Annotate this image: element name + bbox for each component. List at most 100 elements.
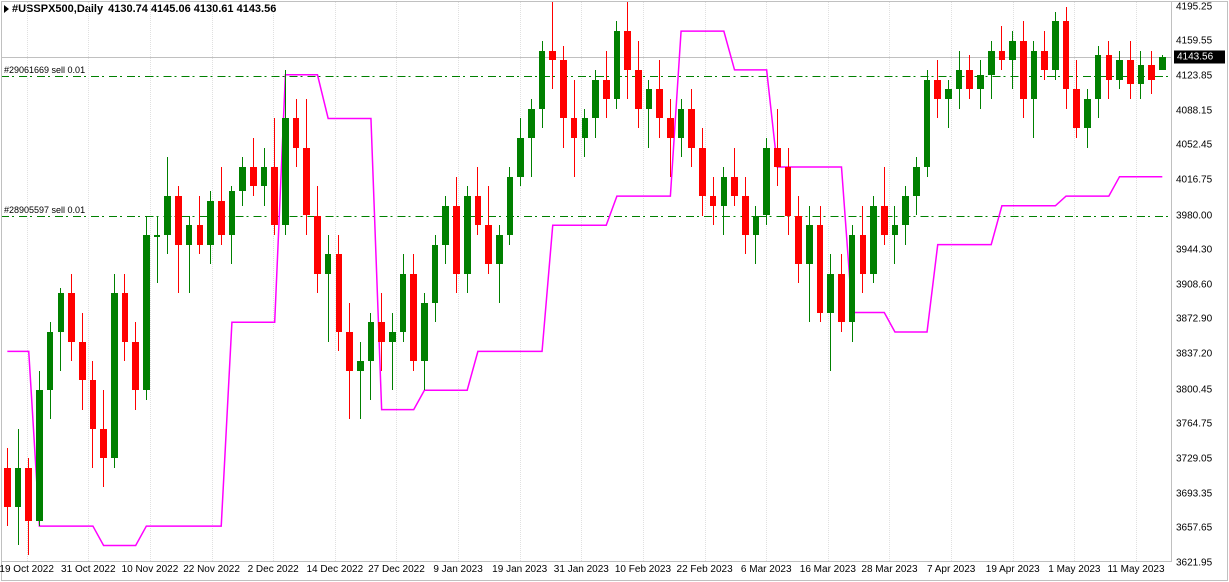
candle-body [1020,41,1027,99]
x-tick-label: 10 Feb 2023 [615,564,671,575]
candle-body [1009,41,1016,60]
candle-body [721,177,728,206]
grid-vline [766,2,767,561]
candle-body [774,148,781,167]
y-tick-label: 4088.15 [1176,105,1212,116]
candle-body [186,225,193,244]
candle-body [582,118,589,137]
candle-body [710,196,717,206]
candle-body [988,51,995,75]
order-label: #28905597 sell 0.01 [4,205,85,215]
candle-body [378,322,385,341]
y-tick-label: 3908.60 [1176,279,1212,290]
current-price-badge: 4143.56 [1174,50,1225,63]
candle-body [817,225,824,312]
plot-area[interactable]: #29061669 sell 0.01 #28905597 sell 0.01 [2,2,1172,562]
grid-vline [889,2,890,561]
grid-vline [520,2,521,561]
grid-vline [1074,2,1075,561]
x-tick-label: 7 Apr 2023 [927,564,975,575]
candle-body [464,196,471,274]
y-tick-label: 4123.85 [1176,70,1212,81]
candle-body [271,167,278,225]
x-tick-label: 1 May 2023 [1048,564,1100,575]
candle-body [528,109,535,138]
candle-body [785,167,792,216]
x-tick-label: 27 Dec 2022 [368,564,425,575]
grid-vline [643,2,644,561]
candle-body [154,235,161,237]
candle-body [25,468,32,521]
x-tick-label: 31 Jan 2023 [554,564,609,575]
candle-body [1148,65,1155,80]
candle-body [421,303,428,361]
candle-body [592,80,599,119]
candle-wick [894,206,895,264]
x-tick-label: 16 Mar 2023 [800,564,856,575]
candle-body [624,31,631,70]
grid-vline [396,2,397,561]
candle-body [453,206,460,274]
candle-body [218,201,225,235]
candle-body [100,429,107,458]
candle-body [956,70,963,89]
candle-body [1063,21,1070,89]
y-axis: 4195.254159.554123.854088.154052.454016.… [1172,2,1227,562]
y-tick-label: 3693.35 [1176,488,1212,499]
candle-body [838,274,845,323]
candle-body [999,51,1006,61]
candle-body [4,468,11,507]
candle-body [389,332,396,342]
candle-body [753,216,760,235]
candle-body [913,167,920,196]
candle-body [934,80,941,99]
candle-body [1095,55,1102,99]
x-tick-label: 2 Dec 2022 [248,564,299,575]
grid-vline [212,2,213,561]
candle-body [560,60,567,118]
candle-body [442,206,449,245]
candle-wick [1001,26,1002,70]
candle-body [977,75,984,90]
y-tick-label: 4159.55 [1176,36,1212,47]
candle-body [239,167,246,191]
x-tick-label: 11 May 2023 [1107,564,1164,575]
current-price-line [2,57,1171,58]
x-tick-label: 22 Feb 2023 [677,564,733,575]
candle-body [314,216,321,274]
x-tick-label: 22 Nov 2022 [183,564,240,575]
candle-body [614,31,621,99]
y-tick-label: 3764.75 [1176,419,1212,430]
candle-body [870,206,877,274]
candle-body [90,380,97,429]
candle-body [945,89,952,99]
candle-body [207,201,214,245]
candle-body [58,293,65,332]
candle-body [571,118,578,137]
candle-body [549,51,556,61]
candle-body [688,109,695,148]
candle-body [539,51,546,109]
candle-body [1073,89,1080,128]
x-axis: 19 Oct 202231 Oct 202210 Nov 202222 Nov … [2,562,1172,580]
chart-container: #USSPX500,Daily 4130.74 4145.06 4130.61 … [1,1,1228,581]
candle-body [346,332,353,371]
candle-body [1159,57,1166,70]
candle-body [1052,21,1059,70]
y-tick-label: 3837.20 [1176,349,1212,360]
candle-body [667,118,674,137]
candle-body [881,206,888,235]
grid-vline [458,2,459,561]
candle-wick [809,206,810,322]
candle-body [282,118,289,225]
order-label: #29061669 sell 0.01 [4,65,85,75]
y-tick-label: 3980.00 [1176,210,1212,221]
y-tick-label: 4016.75 [1176,174,1212,185]
candle-body [400,274,407,332]
candle-body [603,80,610,99]
candle-body [1106,55,1113,79]
x-tick-label: 31 Oct 2022 [61,564,115,575]
candle-body [966,70,973,89]
candle-body [496,235,503,264]
order-line [2,76,1171,77]
